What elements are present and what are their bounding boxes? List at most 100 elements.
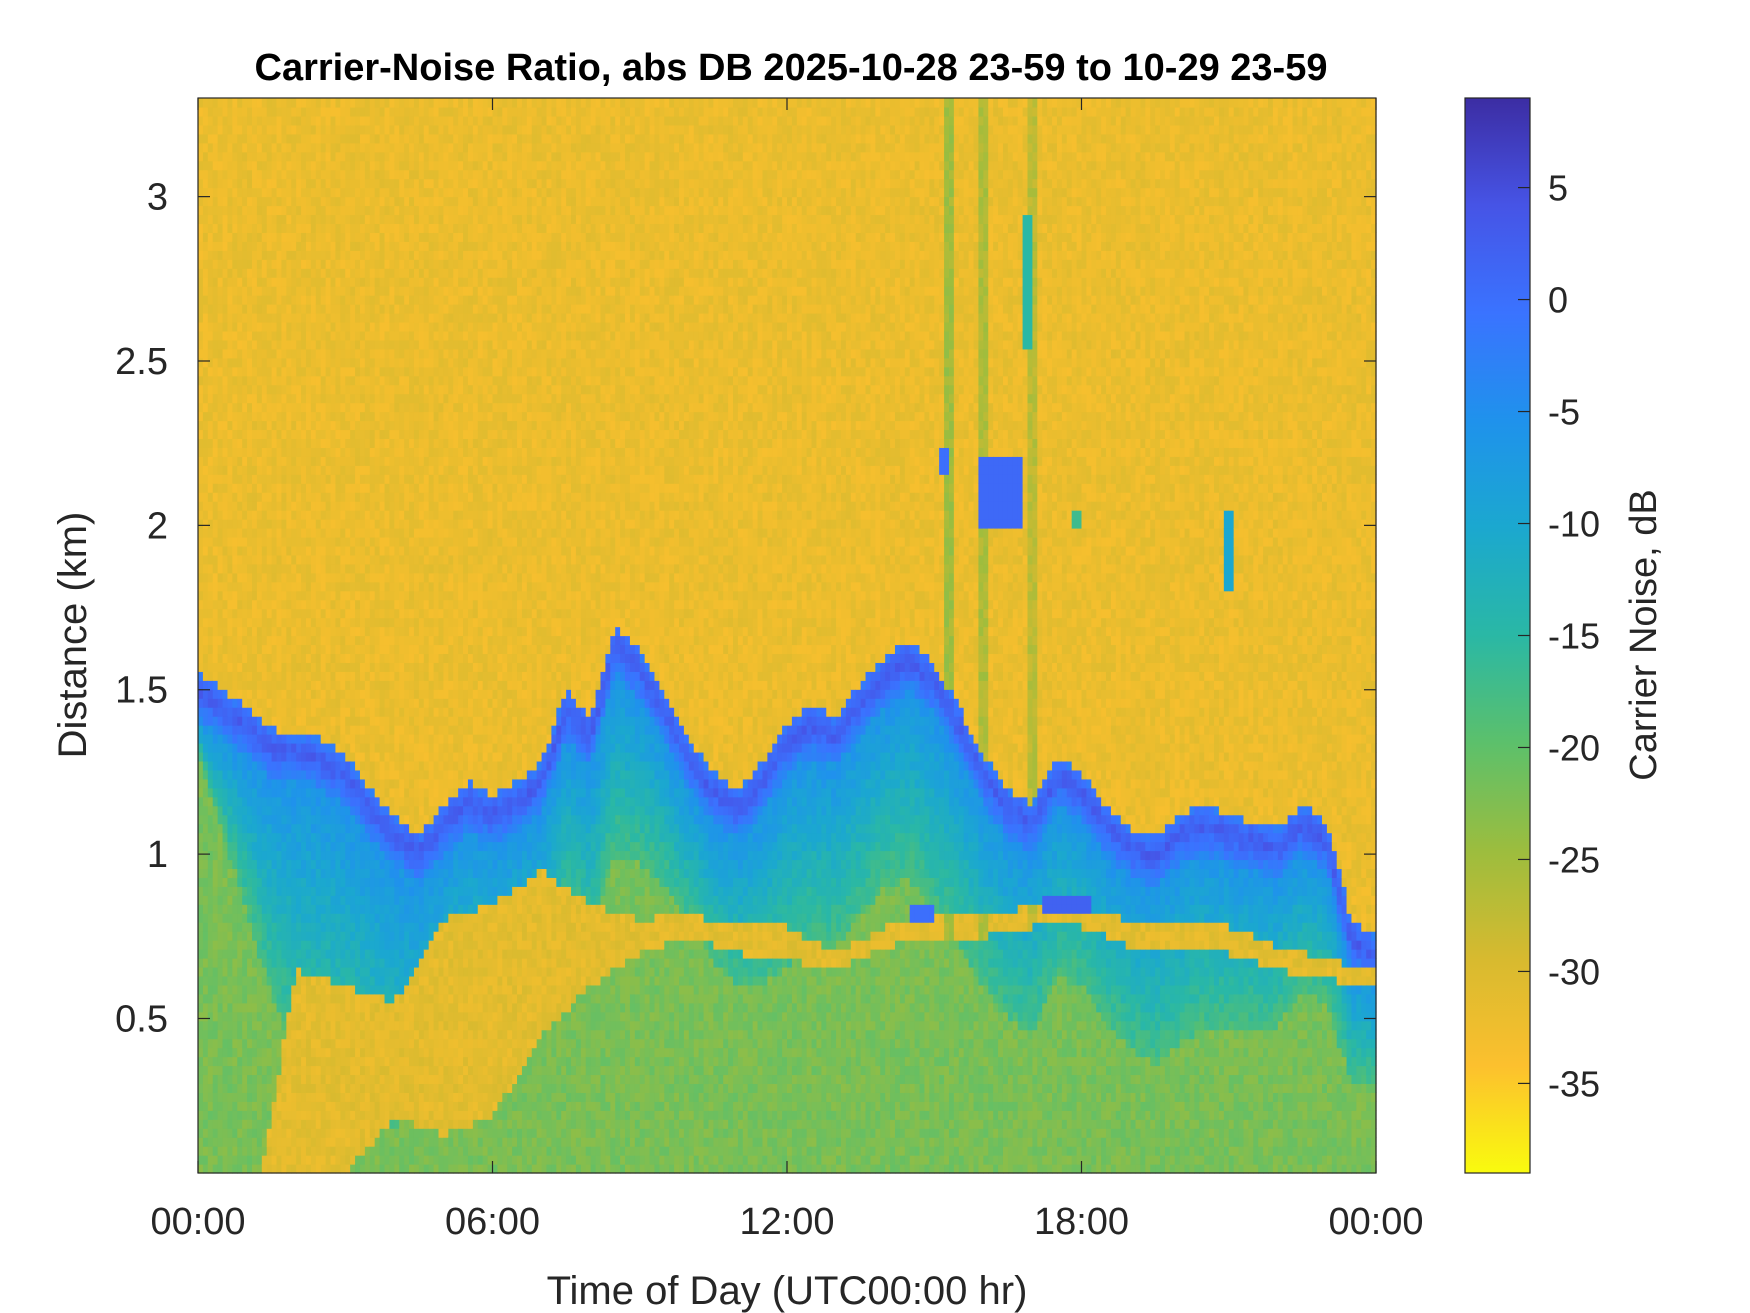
heatmap-cell bbox=[370, 179, 376, 189]
heatmap-cell bbox=[281, 752, 287, 762]
heatmap-cell bbox=[326, 940, 332, 950]
heatmap-cell bbox=[262, 806, 268, 816]
heatmap-cell bbox=[306, 232, 312, 242]
heatmap-cell bbox=[227, 564, 233, 574]
heatmap-cell bbox=[267, 483, 273, 493]
heatmap-cell bbox=[335, 877, 341, 887]
heatmap-cell bbox=[321, 600, 327, 610]
heatmap-cell bbox=[247, 859, 253, 869]
heatmap-cell bbox=[399, 689, 405, 699]
heatmap-cell bbox=[375, 421, 381, 431]
heatmap-cell bbox=[203, 304, 209, 314]
heatmap-cell bbox=[203, 474, 209, 484]
heatmap-cell bbox=[306, 1083, 312, 1093]
heatmap-cell bbox=[345, 815, 351, 825]
heatmap-cell bbox=[399, 940, 405, 950]
heatmap-cell bbox=[296, 564, 302, 574]
heatmap-cell bbox=[311, 600, 317, 610]
heatmap-cell bbox=[267, 1003, 273, 1013]
heatmap-cell bbox=[316, 940, 322, 950]
heatmap-cell bbox=[296, 367, 302, 377]
heatmap-cell bbox=[267, 143, 273, 153]
heatmap-cell bbox=[326, 394, 332, 404]
heatmap-cell bbox=[198, 537, 204, 547]
heatmap-cell bbox=[208, 188, 214, 198]
heatmap-cell bbox=[335, 1074, 341, 1084]
heatmap-cell bbox=[340, 671, 346, 681]
heatmap-cell bbox=[389, 573, 395, 583]
heatmap-cell bbox=[286, 564, 292, 574]
heatmap-cell bbox=[272, 913, 278, 923]
heatmap-cell bbox=[316, 429, 322, 439]
heatmap-cell bbox=[331, 1146, 337, 1156]
heatmap-cell bbox=[237, 761, 243, 771]
heatmap-cell bbox=[321, 716, 327, 726]
heatmap-cell bbox=[208, 429, 214, 439]
heatmap-cell bbox=[223, 1155, 229, 1165]
heatmap-cell bbox=[203, 716, 209, 726]
heatmap-cell bbox=[311, 1110, 317, 1120]
heatmap-cell bbox=[360, 788, 366, 798]
heatmap-cell bbox=[252, 644, 258, 654]
heatmap-cell bbox=[198, 250, 204, 260]
heatmap-cell bbox=[331, 931, 337, 941]
heatmap-cell bbox=[296, 385, 302, 395]
heatmap-cell bbox=[360, 322, 366, 332]
heatmap-cell bbox=[277, 949, 283, 959]
heatmap-cell bbox=[301, 179, 307, 189]
heatmap-cell bbox=[360, 438, 366, 448]
heatmap-cell bbox=[218, 286, 224, 296]
heatmap-cell bbox=[345, 403, 351, 413]
heatmap-cell bbox=[262, 1092, 268, 1102]
heatmap-cell bbox=[375, 868, 381, 878]
heatmap-cell bbox=[223, 913, 229, 923]
heatmap-cell bbox=[237, 358, 243, 368]
heatmap-cell bbox=[385, 689, 391, 699]
heatmap-cell bbox=[281, 627, 287, 637]
heatmap-cell bbox=[399, 842, 405, 852]
heatmap-cell bbox=[331, 1110, 337, 1120]
heatmap-cell bbox=[394, 403, 400, 413]
heatmap-cell bbox=[301, 833, 307, 843]
heatmap-cell bbox=[257, 582, 263, 592]
heatmap-cell bbox=[350, 689, 356, 699]
heatmap-cell bbox=[218, 868, 224, 878]
heatmap-cell bbox=[247, 1092, 253, 1102]
heatmap-cell bbox=[375, 1146, 381, 1156]
heatmap-cell bbox=[252, 653, 258, 663]
heatmap-cell bbox=[272, 859, 278, 869]
heatmap-cell bbox=[350, 1066, 356, 1076]
heatmap-cell bbox=[208, 125, 214, 135]
heatmap-cell bbox=[242, 600, 248, 610]
heatmap-cell bbox=[277, 707, 283, 717]
heatmap-cell bbox=[389, 394, 395, 404]
heatmap-cell bbox=[272, 1137, 278, 1147]
heatmap-cell bbox=[375, 1057, 381, 1067]
heatmap-cell bbox=[311, 1074, 317, 1084]
heatmap-cell bbox=[203, 994, 209, 1004]
heatmap-cell bbox=[350, 286, 356, 296]
heatmap-cell bbox=[335, 214, 341, 224]
heatmap-cell bbox=[198, 1048, 204, 1058]
heatmap-cell bbox=[242, 591, 248, 601]
heatmap-cell bbox=[286, 994, 292, 1004]
heatmap-cell bbox=[262, 501, 268, 511]
heatmap-cell bbox=[242, 671, 248, 681]
heatmap-cell bbox=[296, 483, 302, 493]
heatmap-cell bbox=[389, 98, 395, 108]
heatmap-cell bbox=[389, 1039, 395, 1049]
heatmap-cell bbox=[370, 671, 376, 681]
heatmap-cell bbox=[326, 752, 332, 762]
heatmap-cell bbox=[345, 519, 351, 529]
heatmap-cell bbox=[223, 1119, 229, 1129]
heatmap-cell bbox=[399, 931, 405, 941]
heatmap-cell bbox=[277, 806, 283, 816]
heatmap-cell bbox=[267, 161, 273, 171]
heatmap-cell bbox=[306, 671, 312, 681]
heatmap-cell bbox=[208, 1164, 214, 1174]
heatmap-cell bbox=[385, 277, 391, 287]
heatmap-cell bbox=[213, 904, 219, 914]
heatmap-cell bbox=[316, 188, 322, 198]
heatmap-cell bbox=[198, 519, 204, 529]
heatmap-cell bbox=[360, 1030, 366, 1040]
